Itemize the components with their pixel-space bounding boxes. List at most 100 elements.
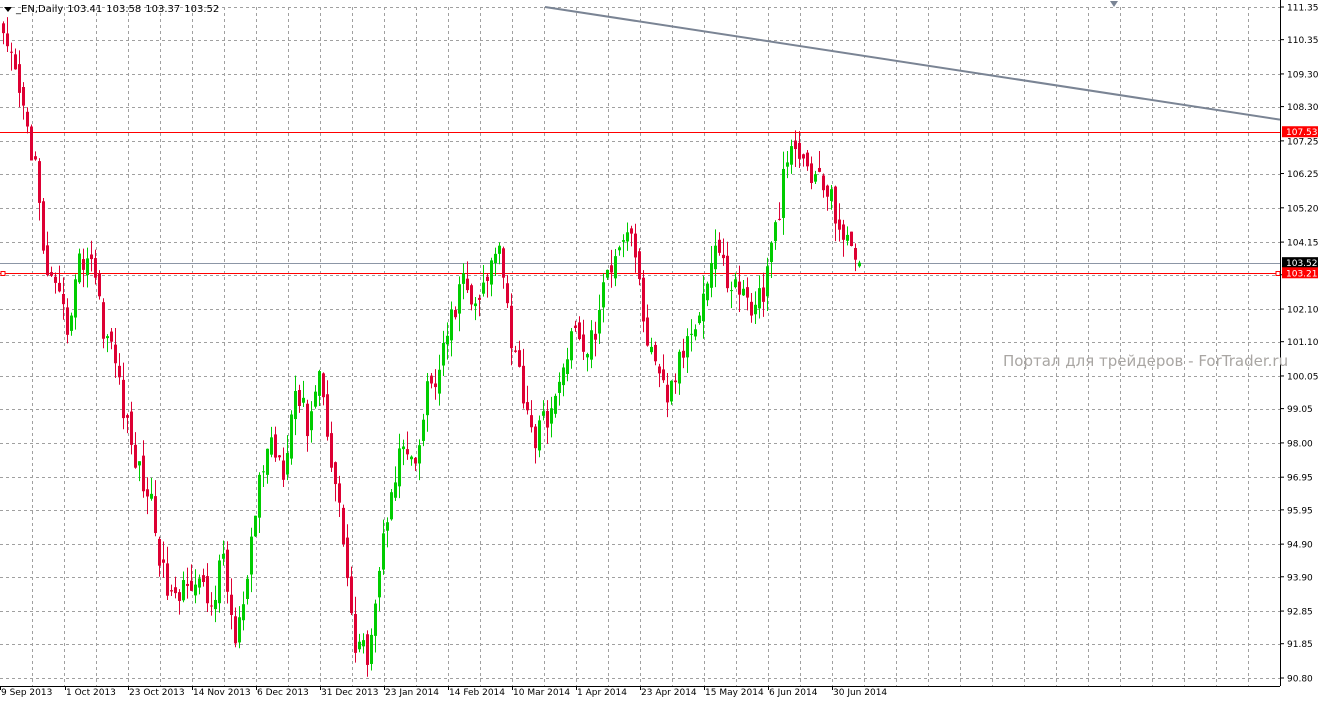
candle	[138, 461, 141, 482]
candle	[506, 275, 509, 309]
candle-body	[214, 599, 217, 610]
candle	[242, 591, 245, 631]
candle	[194, 569, 197, 604]
candle	[482, 264, 485, 297]
candle-body	[194, 584, 197, 596]
candle-body	[350, 576, 353, 614]
candle-body	[258, 474, 261, 518]
candle-body	[846, 234, 849, 241]
candle-body	[446, 335, 449, 345]
level-price-box	[1282, 126, 1318, 138]
candle	[502, 246, 505, 289]
candle-body	[406, 449, 409, 455]
candle-body	[502, 248, 505, 278]
candle	[210, 592, 213, 616]
candle	[166, 546, 169, 600]
time-tick-label: 15 May 2014	[705, 688, 764, 698]
price-tick-label: 94.90	[1287, 541, 1313, 551]
candle-body	[774, 222, 777, 242]
candle	[126, 413, 129, 434]
price-tick-label: 109.30	[1287, 70, 1319, 80]
candle	[786, 150, 789, 179]
candle	[386, 517, 389, 548]
candle	[798, 131, 801, 168]
level-price-box	[1282, 267, 1318, 279]
candle-body	[714, 245, 717, 270]
candle-body	[810, 163, 813, 183]
candle-body	[458, 284, 461, 314]
price-tick-label: 100.05	[1287, 372, 1319, 382]
candle-body	[790, 146, 793, 165]
level-handle-right[interactable]	[1275, 271, 1281, 276]
candle-body	[662, 369, 665, 381]
candle-body	[582, 334, 585, 352]
candle-body	[2, 23, 5, 34]
candle-body	[418, 445, 421, 464]
candle-body	[202, 575, 205, 583]
candle	[254, 515, 257, 537]
candle-body	[314, 391, 317, 407]
candle	[570, 327, 573, 369]
candle	[838, 203, 841, 242]
candle-body	[230, 594, 233, 615]
candle-body	[438, 369, 441, 394]
candle	[846, 226, 849, 246]
level-handle-left[interactable]	[0, 271, 6, 276]
candle	[170, 584, 173, 597]
trend-line-handle-icon[interactable]	[1110, 1, 1118, 7]
candle-body	[822, 175, 825, 191]
candle-body	[670, 380, 673, 402]
candle-body	[534, 426, 537, 449]
candle	[498, 242, 501, 265]
candle-body	[146, 489, 149, 497]
candle-body	[686, 336, 689, 358]
candle-body	[182, 580, 185, 601]
candle-body	[650, 346, 653, 353]
candle	[802, 153, 805, 167]
candle	[750, 293, 753, 323]
candle	[558, 372, 561, 406]
candle	[666, 373, 669, 418]
candle	[474, 296, 477, 321]
candle	[842, 219, 845, 257]
candle-body	[850, 231, 853, 247]
candle-body	[626, 232, 629, 242]
candles	[2, 17, 861, 677]
trend-line[interactable]	[544, 6, 1281, 121]
candle-body	[526, 402, 529, 411]
candle-body	[374, 603, 377, 636]
candle	[82, 248, 85, 288]
candle	[590, 320, 593, 369]
candle-body	[678, 351, 681, 384]
candle-body	[34, 156, 37, 160]
candle-body	[166, 563, 169, 596]
candle	[606, 269, 609, 280]
candle-body	[490, 260, 493, 285]
candle	[710, 246, 713, 298]
candle	[214, 585, 217, 623]
candle-body	[66, 307, 69, 335]
candle-body	[854, 247, 857, 260]
candle	[366, 630, 369, 677]
candle	[722, 238, 725, 266]
candle	[158, 536, 161, 577]
candle	[850, 231, 853, 247]
candle	[626, 222, 629, 251]
chevron-down-icon[interactable]	[4, 6, 12, 12]
time-tick-label: 6 Jun 2014	[769, 688, 818, 698]
candle	[730, 281, 733, 309]
candle-body	[266, 448, 269, 475]
candle-body	[338, 483, 341, 503]
candle	[182, 571, 185, 603]
candle-body	[286, 453, 289, 475]
symbol-header[interactable]: _EN,Daily 103.41 103.58 103.37 103.52	[4, 4, 223, 15]
ohlc-high: 103.58	[106, 4, 142, 15]
candle	[410, 455, 413, 466]
candle	[674, 373, 677, 394]
candle	[614, 248, 617, 287]
candle	[438, 354, 441, 406]
candle-body	[186, 583, 189, 586]
candle-body	[326, 394, 329, 437]
